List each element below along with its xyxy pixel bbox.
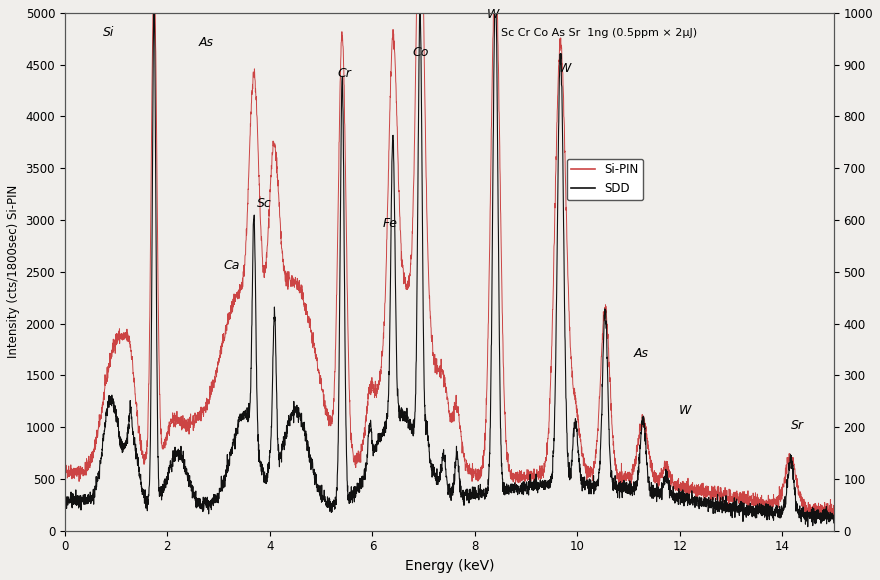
Y-axis label: Intensity (cts/1800sec) Si-PIN: Intensity (cts/1800sec) Si-PIN: [7, 185, 20, 358]
SDD: [383, 407, 393, 414]
Text: Fe: Fe: [383, 218, 398, 230]
Si-PIN: [389, 46, 400, 53]
Text: W: W: [559, 62, 571, 75]
Line: SDD: SDD: [65, 0, 833, 527]
SDD: [619, 485, 629, 492]
SDD: [425, 459, 436, 466]
SDD: [60, 496, 70, 503]
Text: As: As: [634, 347, 649, 360]
Text: W: W: [487, 8, 499, 21]
Text: Co: Co: [413, 46, 429, 59]
Text: Ca: Ca: [224, 259, 239, 272]
Si-PIN: [828, 506, 839, 513]
X-axis label: Energy (keV): Energy (keV): [405, 559, 494, 573]
Legend: Si-PIN, SDD: Si-PIN, SDD: [567, 158, 643, 200]
Si-PIN: [60, 465, 70, 472]
Si-PIN: [766, 496, 777, 503]
SDD: [803, 523, 813, 530]
SDD: [389, 172, 400, 179]
Si-PIN: [425, 315, 436, 322]
Si-PIN: [383, 193, 393, 200]
Si-PIN: [805, 505, 816, 512]
Text: Sc Cr Co As Sr  1ng (0.5ppm × 2μJ): Sc Cr Co As Sr 1ng (0.5ppm × 2μJ): [501, 28, 697, 38]
SDD: [805, 509, 816, 516]
SDD: [766, 503, 777, 510]
Text: Sc: Sc: [257, 197, 272, 209]
Text: Sr: Sr: [791, 419, 804, 432]
Si-PIN: [818, 516, 828, 523]
SDD: [828, 519, 839, 526]
Text: Si: Si: [103, 26, 114, 39]
Text: As: As: [198, 36, 213, 49]
Si-PIN: [619, 476, 629, 483]
Text: Cr: Cr: [337, 67, 351, 80]
Text: W: W: [678, 404, 692, 417]
Line: Si-PIN: Si-PIN: [65, 0, 833, 519]
